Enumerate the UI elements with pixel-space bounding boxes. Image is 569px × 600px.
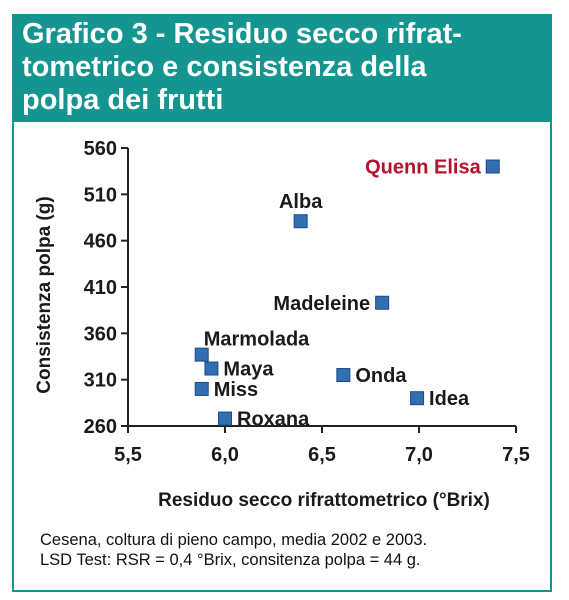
x-tick-label: 5,5 (114, 444, 142, 466)
y-ticks: 260 310 360 410 460 510 560 (84, 138, 128, 438)
data-point (194, 381, 209, 396)
y-tick-label: 560 (84, 138, 117, 160)
data-point (293, 214, 308, 229)
data-point-label: Roxana (237, 409, 310, 431)
title-band (12, 14, 552, 122)
y-tick-label: 510 (84, 184, 117, 206)
chart-title: Grafico 3 - Residuo secco rifrat- tometr… (22, 18, 462, 116)
x-tick-label: 7,5 (502, 444, 530, 466)
data-point-label: Miss (214, 379, 258, 401)
data-point (485, 159, 500, 174)
x-axis-label: Residuo secco rifrattometrico (°Brix) (158, 490, 490, 511)
data-point-label: Marmolada (204, 329, 310, 351)
data-point-label: Madeleine (273, 293, 370, 315)
data-point-label: Onda (355, 365, 407, 387)
data-point-label: Quenn Elisa (365, 157, 481, 179)
x-tick-label: 6,0 (211, 444, 239, 466)
data-point-label: Idea (429, 388, 470, 410)
data-point (204, 361, 219, 376)
y-tick-label: 260 (84, 416, 117, 438)
x-ticks: 5,5 6,0 6,5 7,0 7,5 (114, 426, 530, 466)
y-tick-label: 460 (84, 231, 117, 253)
caption-line-1: Cesena, coltura di pieno campo, media 20… (40, 531, 428, 549)
x-tick-label: 7,0 (405, 444, 433, 466)
point-labels: Quenn Elisa Alba Madeleine Marmolada Maya Ond… (204, 157, 482, 431)
data-point (218, 411, 232, 426)
caption-line-2: LSD Test: RSR = 0,4 °Brix, consitenza po… (40, 551, 421, 569)
y-axis-label: Consistenza polpa (g) (34, 196, 55, 393)
y-tick-label: 360 (84, 323, 117, 345)
x-tick-label: 6,5 (308, 444, 336, 466)
y-tick-label: 310 (84, 370, 117, 392)
data-point (375, 295, 390, 310)
data-point (194, 347, 209, 362)
data-points (194, 159, 500, 426)
data-point (336, 368, 351, 383)
data-point-label: Maya (223, 359, 274, 381)
data-point-label: Alba (279, 191, 323, 213)
caption: Cesena, coltura di pieno campo, media 20… (40, 530, 545, 570)
scatter-chart: 260 310 360 410 460 510 560 5,5 6,0 6,5 7,0 7,5 Qu… (34, 138, 530, 511)
data-point (410, 391, 425, 406)
y-tick-label: 410 (84, 277, 117, 299)
